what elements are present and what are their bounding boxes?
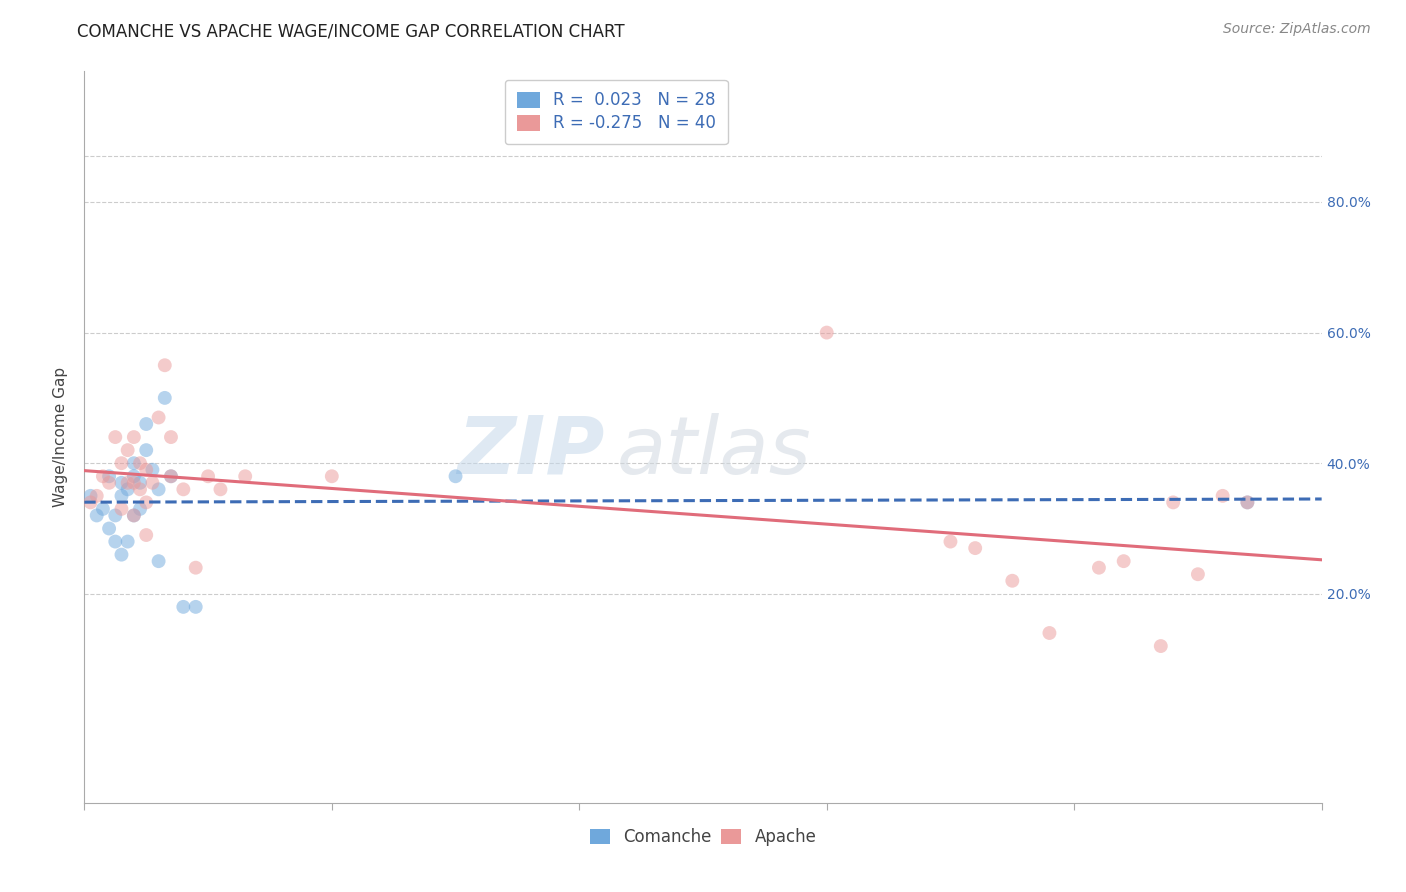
Point (1161, 495, 1184, 509)
Point (86, 489, 108, 503)
Point (1112, 554, 1135, 568)
Point (135, 495, 157, 509)
Point (135, 528, 157, 542)
Point (129, 483, 152, 497)
Point (104, 534, 127, 549)
Point (153, 358, 176, 372)
Point (197, 469, 219, 483)
Point (122, 508, 145, 523)
Point (122, 508, 145, 523)
Point (233, 469, 256, 483)
Point (104, 430, 127, 444)
Point (122, 475, 145, 490)
Point (160, 469, 183, 483)
Point (184, 560, 207, 574)
Point (1212, 489, 1234, 503)
Text: COMANCHE VS APACHE WAGE/INCOME GAP CORRELATION CHART: COMANCHE VS APACHE WAGE/INCOME GAP CORRE… (77, 22, 624, 40)
Point (86, 508, 108, 523)
Point (815, 326, 838, 340)
Point (117, 443, 139, 458)
Point (148, 554, 170, 568)
Point (129, 475, 152, 490)
Point (98, 475, 121, 490)
Point (117, 534, 139, 549)
Y-axis label: Wage/Income Gap: Wage/Income Gap (53, 367, 69, 508)
Point (184, 599, 207, 614)
Point (939, 534, 962, 549)
Point (122, 456, 145, 470)
Legend: Comanche, Apache: Comanche, Apache (583, 822, 823, 853)
Point (1187, 567, 1209, 582)
Point (160, 430, 183, 444)
Point (79, 495, 101, 509)
Point (141, 475, 163, 490)
Point (141, 463, 163, 477)
Point (91, 469, 114, 483)
Point (117, 475, 139, 490)
Point (79, 489, 101, 503)
Point (172, 483, 194, 497)
Point (98, 469, 121, 483)
Point (122, 469, 145, 483)
Text: atlas: atlas (616, 413, 811, 491)
Point (1236, 495, 1258, 509)
Point (117, 483, 139, 497)
Point (965, 541, 987, 555)
Point (1150, 639, 1173, 653)
Point (1038, 626, 1060, 640)
Point (135, 443, 157, 458)
Point (321, 469, 343, 483)
Point (129, 502, 152, 516)
Point (153, 391, 176, 405)
Point (160, 469, 183, 483)
Point (1001, 574, 1024, 588)
Point (148, 410, 170, 425)
Text: ZIP: ZIP (457, 413, 605, 491)
Point (129, 456, 152, 470)
Point (135, 417, 157, 431)
Point (1236, 495, 1258, 509)
Point (110, 502, 132, 516)
Point (148, 483, 170, 497)
Point (172, 599, 194, 614)
Point (110, 456, 132, 470)
Point (122, 430, 145, 444)
Point (110, 475, 132, 490)
Point (1088, 560, 1111, 574)
Text: Source: ZipAtlas.com: Source: ZipAtlas.com (1223, 22, 1371, 37)
Point (104, 508, 127, 523)
Point (110, 548, 132, 562)
Point (135, 463, 157, 477)
Point (209, 483, 232, 497)
Point (110, 489, 132, 503)
Point (91, 502, 114, 516)
Point (98, 521, 121, 535)
Point (444, 469, 467, 483)
